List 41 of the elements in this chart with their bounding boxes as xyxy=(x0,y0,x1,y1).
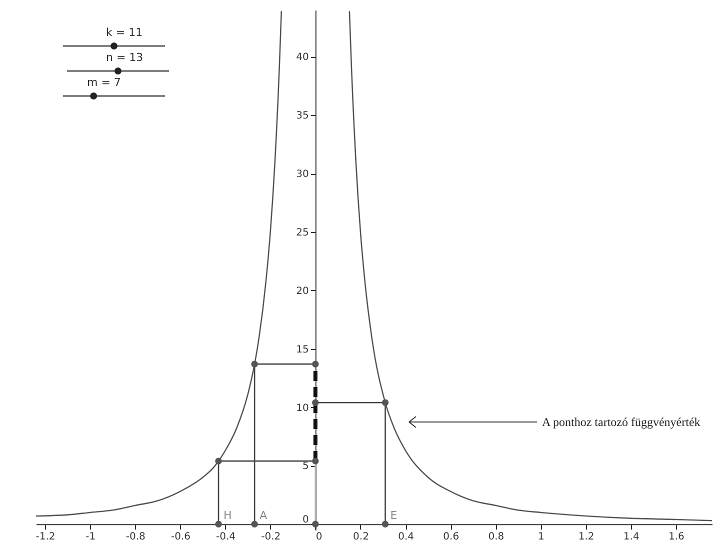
annotation: H xyxy=(224,509,232,522)
point xyxy=(215,458,222,464)
x-tick-label: 1.2 xyxy=(578,532,594,543)
point xyxy=(251,520,258,528)
annotation: A xyxy=(260,509,268,522)
annotation: m = 7 xyxy=(87,76,121,89)
point xyxy=(312,399,319,406)
y-tick-label: 20 xyxy=(296,286,309,297)
x-tick-label: 0 xyxy=(316,532,322,543)
x-tick-label: 1.4 xyxy=(623,532,640,543)
x-tick-label: 1.6 xyxy=(668,532,684,543)
y-tick-label: 30 xyxy=(296,169,309,180)
y-tick-label: 25 xyxy=(296,228,309,239)
y-tick-label: 5 xyxy=(302,461,309,472)
annotation: A ponthoz tartozó függvényérték xyxy=(542,415,700,430)
annotation: k = 11 xyxy=(106,26,143,39)
x-tick-label: -0.2 xyxy=(261,532,281,543)
point xyxy=(382,520,389,528)
y-tick-label: 35 xyxy=(296,110,309,122)
point xyxy=(312,360,319,368)
point xyxy=(215,520,222,528)
point xyxy=(382,399,389,406)
point xyxy=(312,520,319,528)
x-tick-label: 0.4 xyxy=(398,532,414,543)
x-tick-label: 0.8 xyxy=(488,532,504,543)
x-tick-label: -0.4 xyxy=(216,532,236,543)
y-tick-label: 15 xyxy=(296,344,309,356)
x-tick-label: 0.6 xyxy=(443,532,460,543)
x-tick-label: -0.6 xyxy=(170,532,190,543)
point xyxy=(312,458,319,464)
x-tick-label: -1.2 xyxy=(36,532,56,543)
y-tick-label: 0 xyxy=(302,514,309,526)
annotation: E xyxy=(390,509,398,522)
point xyxy=(251,360,258,368)
y-tick-label: 10 xyxy=(296,402,309,414)
annotation: n = 13 xyxy=(106,51,144,64)
x-tick-label: 1 xyxy=(538,532,544,543)
x-tick-label: 0.2 xyxy=(353,532,369,543)
x-tick-label: -1 xyxy=(86,532,96,543)
x-tick-label: -0.8 xyxy=(126,532,146,543)
y-tick-label: 40 xyxy=(296,52,309,64)
